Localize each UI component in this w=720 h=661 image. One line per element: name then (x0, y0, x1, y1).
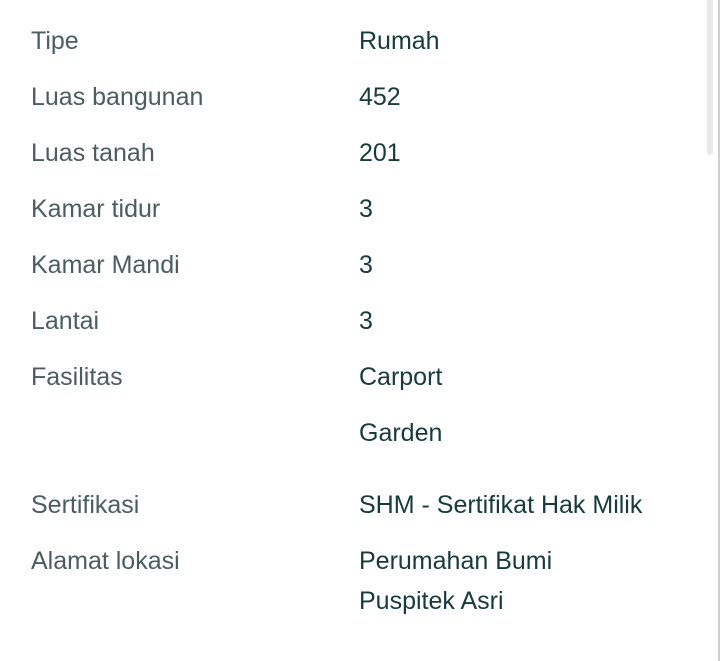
detail-row-floors: Lantai 3 (31, 293, 691, 349)
detail-value: 3 (359, 251, 373, 279)
facility-item: Garden (359, 419, 443, 447)
address-value: Perumahan Bumi Puspitek Asri (359, 533, 552, 621)
detail-value: 452 (359, 83, 401, 111)
detail-label: Tipe (31, 27, 79, 55)
property-details-list: Tipe Rumah Luas bangunan 452 Luas tanah … (31, 13, 691, 621)
facility-item: Carport (359, 363, 443, 391)
detail-row-building-area: Luas bangunan 452 (31, 69, 691, 125)
detail-row-bathrooms: Kamar Mandi 3 (31, 237, 691, 293)
detail-row-address: Alamat lokasi Perumahan Bumi Puspitek As… (31, 533, 691, 621)
detail-value: 3 (359, 307, 373, 335)
panel-edge-divider (718, 0, 720, 661)
detail-label: Luas tanah (31, 139, 155, 167)
detail-label: Alamat lokasi (31, 547, 180, 575)
scrollbar[interactable] (707, 0, 713, 155)
detail-value: 3 (359, 195, 373, 223)
address-line: Perumahan Bumi (359, 547, 553, 575)
detail-row-facilities: Fasilitas Carport Garden (31, 349, 691, 461)
facilities-values: Carport Garden (359, 349, 442, 461)
detail-row-type: Tipe Rumah (31, 13, 691, 69)
detail-label: Fasilitas (31, 363, 123, 391)
detail-label: Kamar tidur (31, 195, 161, 223)
detail-row-land-area: Luas tanah 201 (31, 125, 691, 181)
detail-label: Kamar Mandi (31, 251, 180, 279)
detail-row-bedrooms: Kamar tidur 3 (31, 181, 691, 237)
detail-label: Sertifikasi (31, 491, 140, 519)
detail-value: SHM - Sertifikat Hak Milik (359, 491, 643, 519)
detail-value: Rumah (359, 27, 440, 55)
detail-value: 201 (359, 139, 401, 167)
detail-row-certification: Sertifikasi SHM - Sertifikat Hak Milik (31, 477, 691, 533)
address-line: Puspitek Asri (359, 587, 504, 615)
detail-label: Luas bangunan (31, 83, 204, 111)
detail-label: Lantai (31, 307, 100, 335)
